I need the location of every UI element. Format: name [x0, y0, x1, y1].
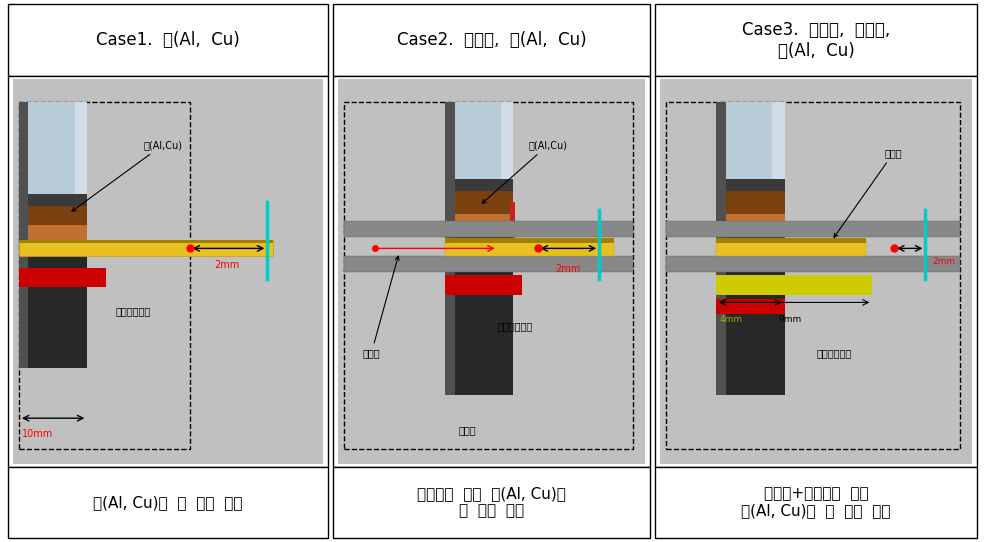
Bar	[333, 467, 650, 538]
Bar	[445, 238, 615, 243]
Bar	[445, 241, 513, 395]
Bar	[8, 4, 328, 76]
Text: 온도측정위치: 온도측정위치	[115, 306, 151, 316]
Bar	[445, 241, 615, 256]
Bar	[772, 102, 785, 179]
Bar	[333, 76, 650, 467]
Bar	[75, 102, 88, 195]
Text: 탭(Al,Cu): 탭(Al,Cu)	[72, 140, 182, 211]
Bar	[510, 202, 514, 248]
Bar	[19, 225, 88, 241]
Bar	[655, 467, 977, 538]
Text: 탭(Al, Cu)의  열  물성  확인: 탭(Al, Cu)의 열 물성 확인	[94, 495, 242, 510]
Text: Case1.  탭(Al,  Cu): Case1. 탭(Al, Cu)	[97, 31, 239, 49]
Bar	[500, 102, 513, 179]
Bar	[445, 102, 513, 179]
Bar	[716, 190, 785, 214]
Bar	[8, 467, 328, 538]
Bar	[716, 238, 866, 243]
Text: Case3.  파우치,  실란트,
탭(Al,  Cu): Case3. 파우치, 실란트, 탭(Al, Cu)	[742, 21, 890, 60]
Bar	[333, 4, 650, 76]
Text: 9mm: 9mm	[778, 315, 802, 324]
Text: 파우치: 파우치	[362, 256, 399, 358]
Bar	[716, 214, 785, 233]
Text: Case2.  파우치,  탭(Al,  Cu): Case2. 파우치, 탭(Al, Cu)	[397, 31, 586, 49]
Bar	[655, 4, 977, 76]
Bar	[716, 241, 866, 256]
Bar	[19, 206, 88, 225]
Bar	[344, 221, 633, 237]
Text: 파우치+실란트에  의한
탭(Al, Cu)의  열  물성  확인: 파우치+실란트에 의한 탭(Al, Cu)의 열 물성 확인	[742, 486, 890, 519]
Text: 10mm: 10mm	[22, 429, 53, 440]
Bar	[716, 299, 785, 314]
Bar	[716, 275, 873, 295]
Bar	[445, 190, 513, 214]
Bar	[8, 76, 328, 467]
Text: 온도측정위치: 온도측정위치	[497, 321, 533, 331]
Bar	[666, 256, 959, 272]
Text: 4mm: 4mm	[719, 315, 743, 324]
Bar	[716, 102, 785, 179]
Text: 2mm: 2mm	[556, 263, 581, 274]
Bar	[19, 241, 274, 256]
Bar	[19, 102, 88, 195]
Bar	[655, 76, 977, 467]
Text: 탭(Al,Cu): 탭(Al,Cu)	[483, 140, 567, 203]
Bar	[445, 214, 513, 233]
Bar	[19, 102, 29, 368]
Text: 실링바: 실링바	[458, 425, 476, 436]
Text: 파우치에  의한  탭(Al, Cu)의
열  물성  확인: 파우치에 의한 탭(Al, Cu)의 열 물성 확인	[417, 486, 566, 519]
Bar	[666, 221, 959, 237]
Text: 2mm: 2mm	[933, 257, 955, 266]
Text: 2mm: 2mm	[215, 260, 239, 270]
Bar	[445, 275, 522, 295]
Bar	[19, 252, 88, 368]
Text: 실란트: 실란트	[834, 148, 902, 237]
Bar	[19, 268, 106, 287]
Text: 온도측정위치: 온도측정위치	[816, 349, 851, 358]
Bar	[445, 102, 513, 395]
Bar	[19, 240, 274, 243]
Bar	[19, 102, 88, 368]
Bar	[716, 102, 785, 395]
Bar	[344, 256, 633, 272]
Bar	[445, 102, 455, 395]
Bar	[716, 241, 785, 395]
Bar	[19, 102, 190, 449]
Bar	[716, 102, 726, 395]
